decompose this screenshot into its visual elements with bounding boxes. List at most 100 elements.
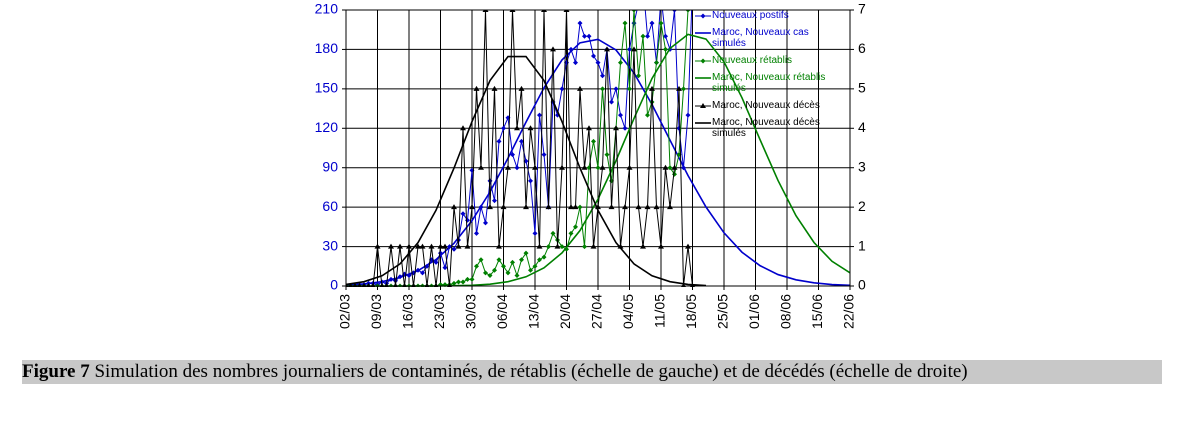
data-line bbox=[346, 10, 693, 287]
x-tick-label: 20/04 bbox=[557, 294, 573, 329]
point bbox=[559, 164, 565, 170]
point bbox=[653, 204, 660, 210]
point bbox=[505, 270, 511, 276]
point bbox=[609, 99, 614, 105]
point bbox=[460, 279, 466, 285]
point bbox=[631, 20, 637, 26]
point bbox=[406, 243, 412, 249]
point bbox=[374, 243, 381, 249]
point bbox=[541, 254, 547, 260]
y2-tick-label: 3 bbox=[858, 158, 866, 174]
point bbox=[644, 204, 651, 210]
point bbox=[604, 152, 610, 158]
figure-caption: Figure 7 Simulation des nombres journali… bbox=[22, 360, 1162, 384]
legend-swatch bbox=[695, 103, 711, 108]
point bbox=[474, 230, 479, 236]
point bbox=[442, 243, 448, 249]
point bbox=[676, 85, 682, 91]
point bbox=[469, 276, 475, 282]
x-tick-label: 11/05 bbox=[652, 294, 668, 328]
point bbox=[500, 204, 507, 210]
point bbox=[519, 138, 524, 144]
x-tick-label: 30/03 bbox=[463, 294, 479, 329]
legend-label: Maroc, Nouveaux décès simulés bbox=[712, 117, 820, 139]
x-tick-label: 27/04 bbox=[589, 294, 605, 329]
point bbox=[527, 125, 534, 131]
point bbox=[541, 152, 547, 158]
point bbox=[496, 257, 502, 263]
point bbox=[577, 204, 583, 210]
point bbox=[622, 204, 628, 210]
axes: 0 30 60 90 120 150 180 210 0 1 2 3 4 5 6 7 02/03 09/03 16/… bbox=[315, 1, 866, 329]
point bbox=[388, 243, 394, 249]
point bbox=[546, 244, 551, 250]
point bbox=[586, 33, 592, 39]
point bbox=[590, 243, 597, 249]
caption-label: Figure 7 bbox=[22, 361, 90, 382]
y-tick-label: 210 bbox=[315, 1, 339, 17]
point bbox=[451, 204, 457, 210]
point bbox=[492, 267, 497, 273]
point bbox=[492, 198, 497, 204]
point bbox=[532, 164, 538, 170]
point bbox=[600, 73, 605, 79]
point bbox=[456, 279, 461, 285]
point bbox=[582, 33, 587, 39]
point bbox=[667, 165, 673, 171]
point bbox=[631, 10, 637, 13]
point bbox=[627, 46, 632, 52]
point bbox=[627, 86, 632, 92]
point bbox=[514, 125, 520, 131]
point bbox=[595, 165, 601, 171]
point bbox=[591, 138, 596, 144]
legend-item: Maroc, Nouveaux décès simulés bbox=[695, 117, 844, 139]
point bbox=[554, 243, 561, 249]
point bbox=[626, 164, 633, 170]
point bbox=[419, 243, 426, 249]
point bbox=[640, 243, 646, 249]
simulated-curve bbox=[346, 55, 707, 287]
point bbox=[460, 211, 466, 217]
x-tick-label: 01/06 bbox=[746, 294, 762, 329]
point bbox=[528, 178, 533, 184]
y-tick-label: 30 bbox=[322, 237, 338, 253]
point bbox=[550, 230, 556, 236]
point bbox=[622, 20, 628, 26]
y-tick-label: 180 bbox=[315, 40, 339, 56]
x-tick-label: 15/06 bbox=[809, 294, 825, 329]
y-tick-label: 60 bbox=[322, 198, 338, 214]
point bbox=[532, 230, 538, 236]
y2-tick-label: 5 bbox=[858, 80, 866, 96]
point bbox=[573, 224, 578, 230]
point bbox=[613, 125, 619, 131]
point bbox=[528, 267, 533, 273]
point bbox=[428, 243, 435, 249]
point bbox=[591, 53, 596, 59]
point bbox=[636, 73, 641, 79]
point bbox=[586, 125, 592, 131]
point bbox=[572, 204, 579, 210]
point bbox=[514, 165, 520, 171]
y2-tick-label: 6 bbox=[858, 40, 866, 56]
legend-label: Maroc, Nouveaux rétablis simulés bbox=[712, 72, 826, 94]
legend-swatch bbox=[695, 122, 711, 124]
point bbox=[662, 164, 669, 170]
point bbox=[622, 125, 628, 131]
point bbox=[608, 204, 615, 210]
legend-swatch bbox=[695, 32, 711, 34]
point bbox=[505, 164, 511, 170]
legend-item: Nouveaux postifs bbox=[695, 10, 844, 21]
point bbox=[537, 112, 542, 118]
point bbox=[681, 86, 686, 92]
legend-label: Nouveaux rétablis bbox=[712, 55, 793, 66]
point bbox=[663, 33, 668, 39]
point bbox=[464, 243, 471, 249]
point bbox=[465, 276, 470, 282]
point bbox=[667, 204, 673, 210]
point bbox=[437, 243, 444, 249]
point bbox=[613, 86, 619, 92]
point bbox=[523, 204, 529, 210]
point bbox=[649, 85, 655, 91]
x-tick-label: 18/05 bbox=[683, 294, 699, 329]
